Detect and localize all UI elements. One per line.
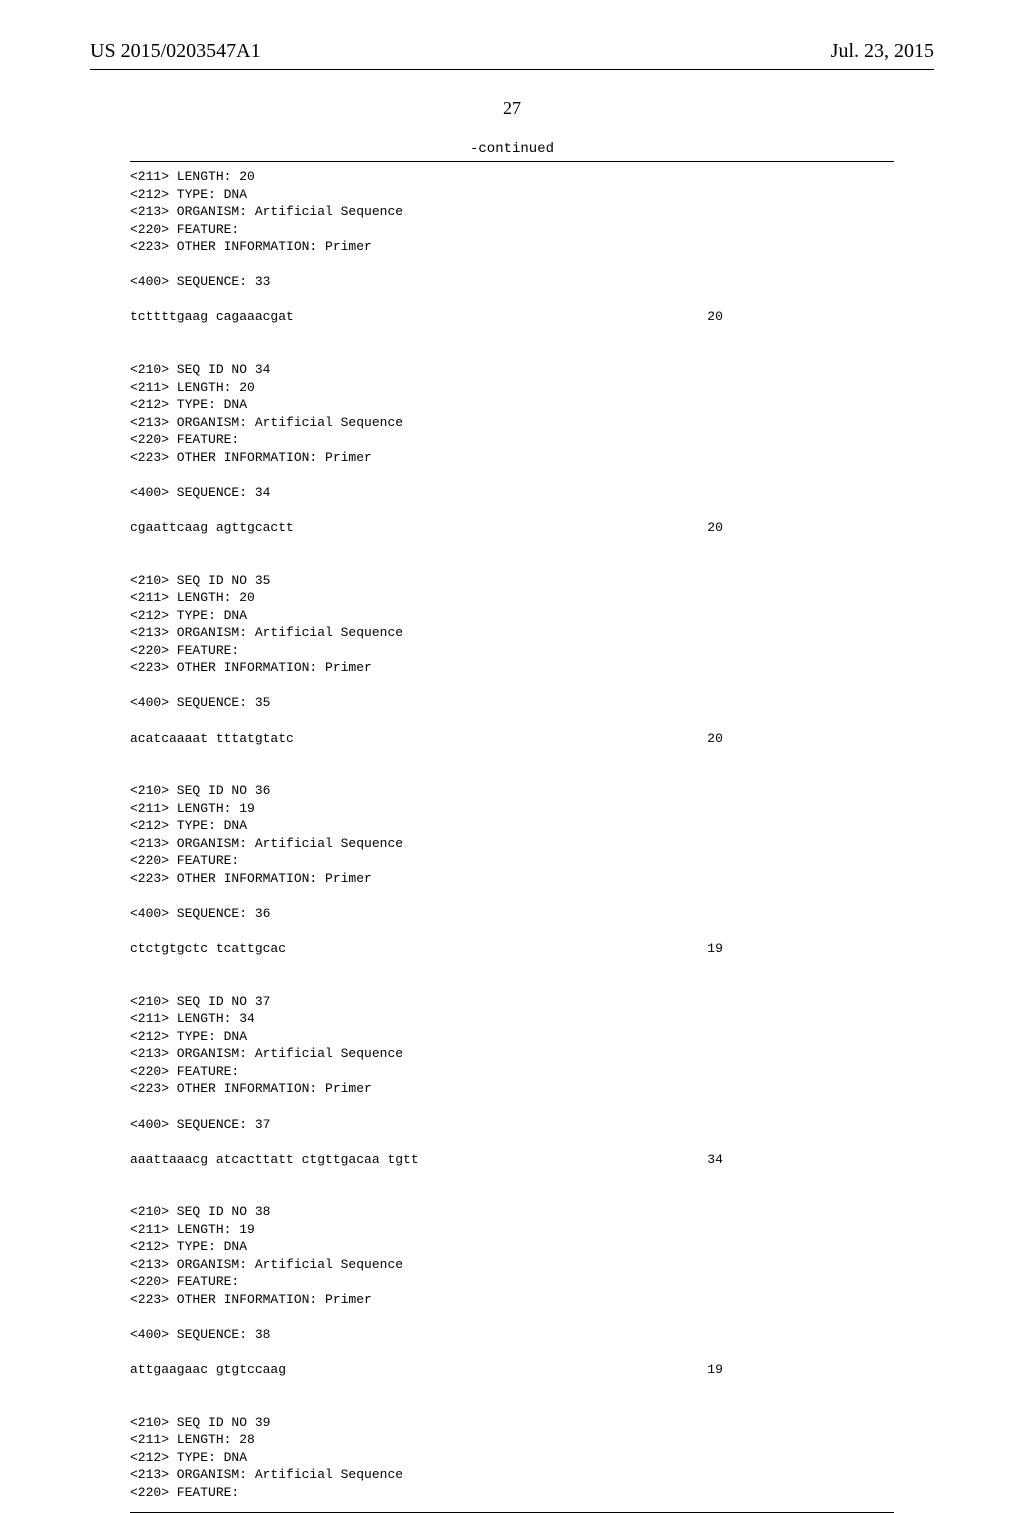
publication-number: US 2015/0203547A1	[90, 40, 261, 63]
header: US 2015/0203547A1 Jul. 23, 2015	[90, 40, 934, 63]
continued-label: -continued	[90, 141, 934, 157]
sequence-listing: <211> LENGTH: 20 <212> TYPE: DNA <213> O…	[130, 161, 894, 1513]
header-rule	[90, 69, 934, 70]
publication-date: Jul. 23, 2015	[831, 40, 934, 63]
page: US 2015/0203547A1 Jul. 23, 2015 27 -cont…	[0, 0, 1024, 1320]
page-number: 27	[90, 98, 934, 119]
